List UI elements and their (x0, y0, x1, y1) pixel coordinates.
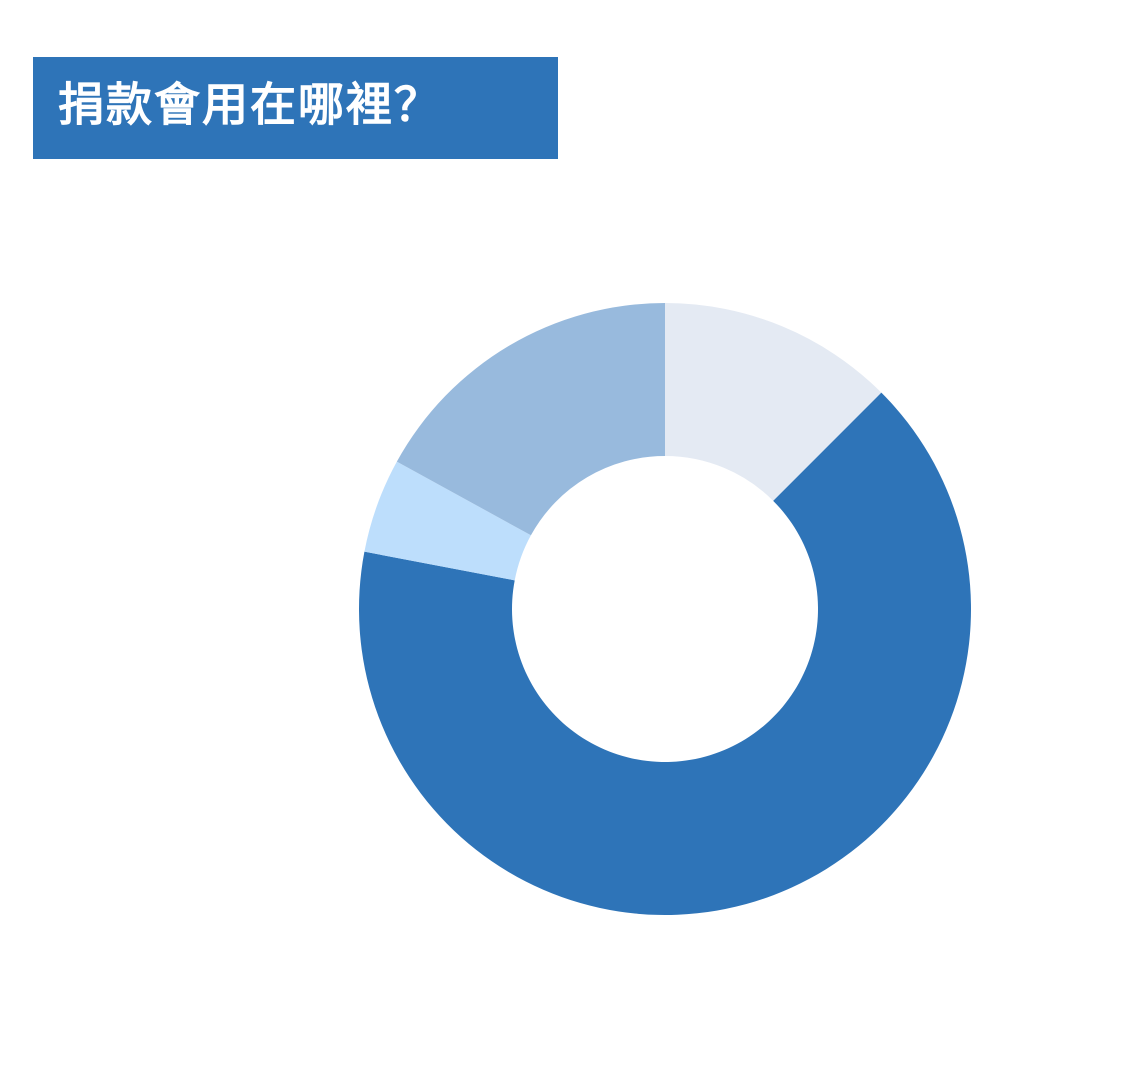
donut-segment (358, 392, 972, 915)
donut-segment (396, 303, 665, 536)
donut-segment (364, 461, 531, 581)
donut-segment (665, 303, 882, 501)
chart-title: 捐款會用在哪裡？ (58, 78, 442, 132)
title-banner (33, 57, 558, 159)
